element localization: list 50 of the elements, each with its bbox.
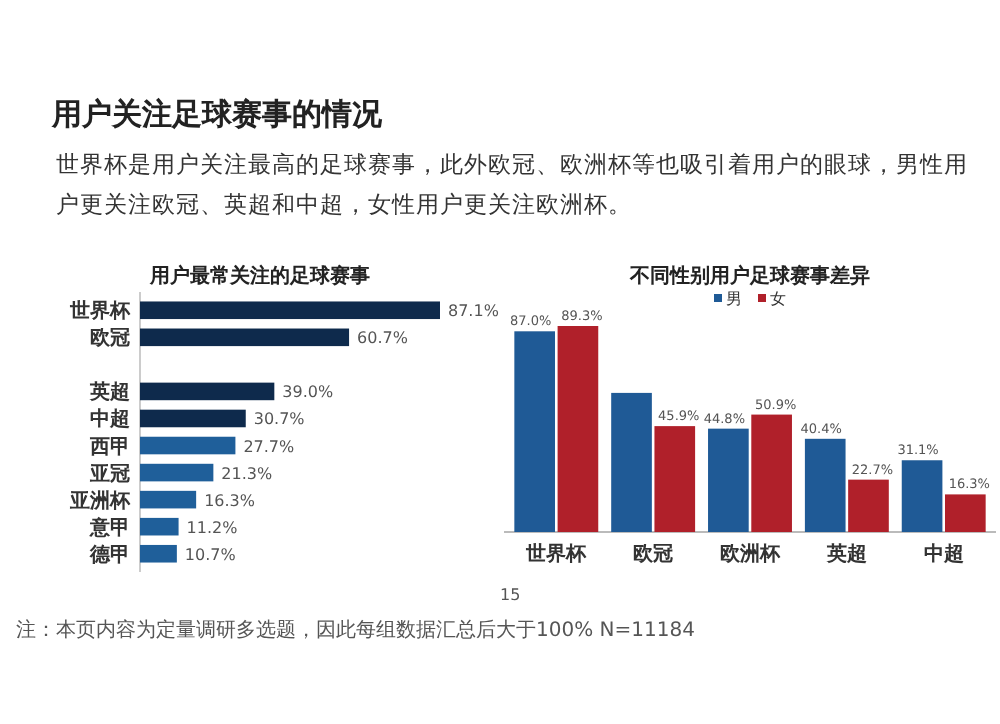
- bar: [708, 428, 749, 532]
- bar: [945, 494, 986, 532]
- bar: [140, 409, 246, 428]
- y-tick-label: 世界杯: [68, 299, 132, 324]
- text: 世界杯是用户关注最高的足球赛事，此外欧冠、欧洲杯等也吸引着用户的眼球，男性用户更关注欧冠、英超和中超，女性用户更关注欧洲杯。: [56, 150, 968, 218]
- bar: [140, 301, 440, 320]
- y-tick-label: 欧冠: [90, 326, 130, 351]
- chart-title: 不同性别用户足球赛事差异: [628, 264, 870, 288]
- y-tick-label: 英超: [88, 380, 130, 405]
- x-tick-label: 欧洲杯: [720, 542, 782, 566]
- text: 用户关注足球赛事的情况: [50, 96, 384, 132]
- bar: [140, 328, 350, 347]
- data-label: 10.7%: [184, 545, 237, 564]
- x-tick-label: 世界杯: [524, 542, 589, 566]
- bar: [140, 463, 214, 482]
- bar: [654, 426, 696, 532]
- bar: [751, 414, 792, 532]
- y-tick-label: 西甲: [88, 436, 130, 459]
- chart-title: 用户最常关注的足球赛事: [148, 264, 370, 288]
- data-label: 16.3%: [204, 491, 256, 510]
- bar: [140, 382, 275, 401]
- data-label: 27.7%: [243, 437, 296, 456]
- x-tick-label: 英超: [824, 542, 867, 566]
- x-tick-label: 中超: [923, 542, 964, 566]
- data-label: 21.3%: [221, 464, 273, 483]
- data-label: 11.2%: [186, 518, 239, 537]
- data-label: 39.0%: [282, 383, 334, 402]
- bar: [140, 544, 177, 563]
- x-tick-label: 欧冠: [633, 542, 674, 566]
- bar: [804, 438, 846, 532]
- data-label: 60.7%: [357, 329, 409, 348]
- y-tick-label: 亚洲杯: [68, 488, 132, 513]
- y-tick-label: 德甲: [88, 542, 130, 567]
- text: 15: [500, 586, 521, 604]
- data-label: 87.1%: [448, 302, 500, 321]
- y-tick-label: 意甲: [88, 515, 130, 540]
- bar: [140, 436, 236, 455]
- legend-label: 女: [770, 290, 786, 308]
- bar: [140, 517, 179, 536]
- data-label: 30.7%: [253, 410, 306, 429]
- text: 注：本页内容为定量调研多选题，因此每组数据汇总后大于100% N=11184: [16, 618, 695, 642]
- bar: [901, 460, 943, 532]
- y-tick-label: 亚冠: [88, 463, 130, 486]
- bar: [848, 479, 889, 532]
- y-tick-label: 中超: [90, 407, 130, 432]
- legend-label: 男: [726, 290, 742, 308]
- bar: [140, 490, 197, 509]
- bar: [611, 392, 652, 532]
- bar: [557, 326, 599, 532]
- bar: [514, 331, 555, 532]
